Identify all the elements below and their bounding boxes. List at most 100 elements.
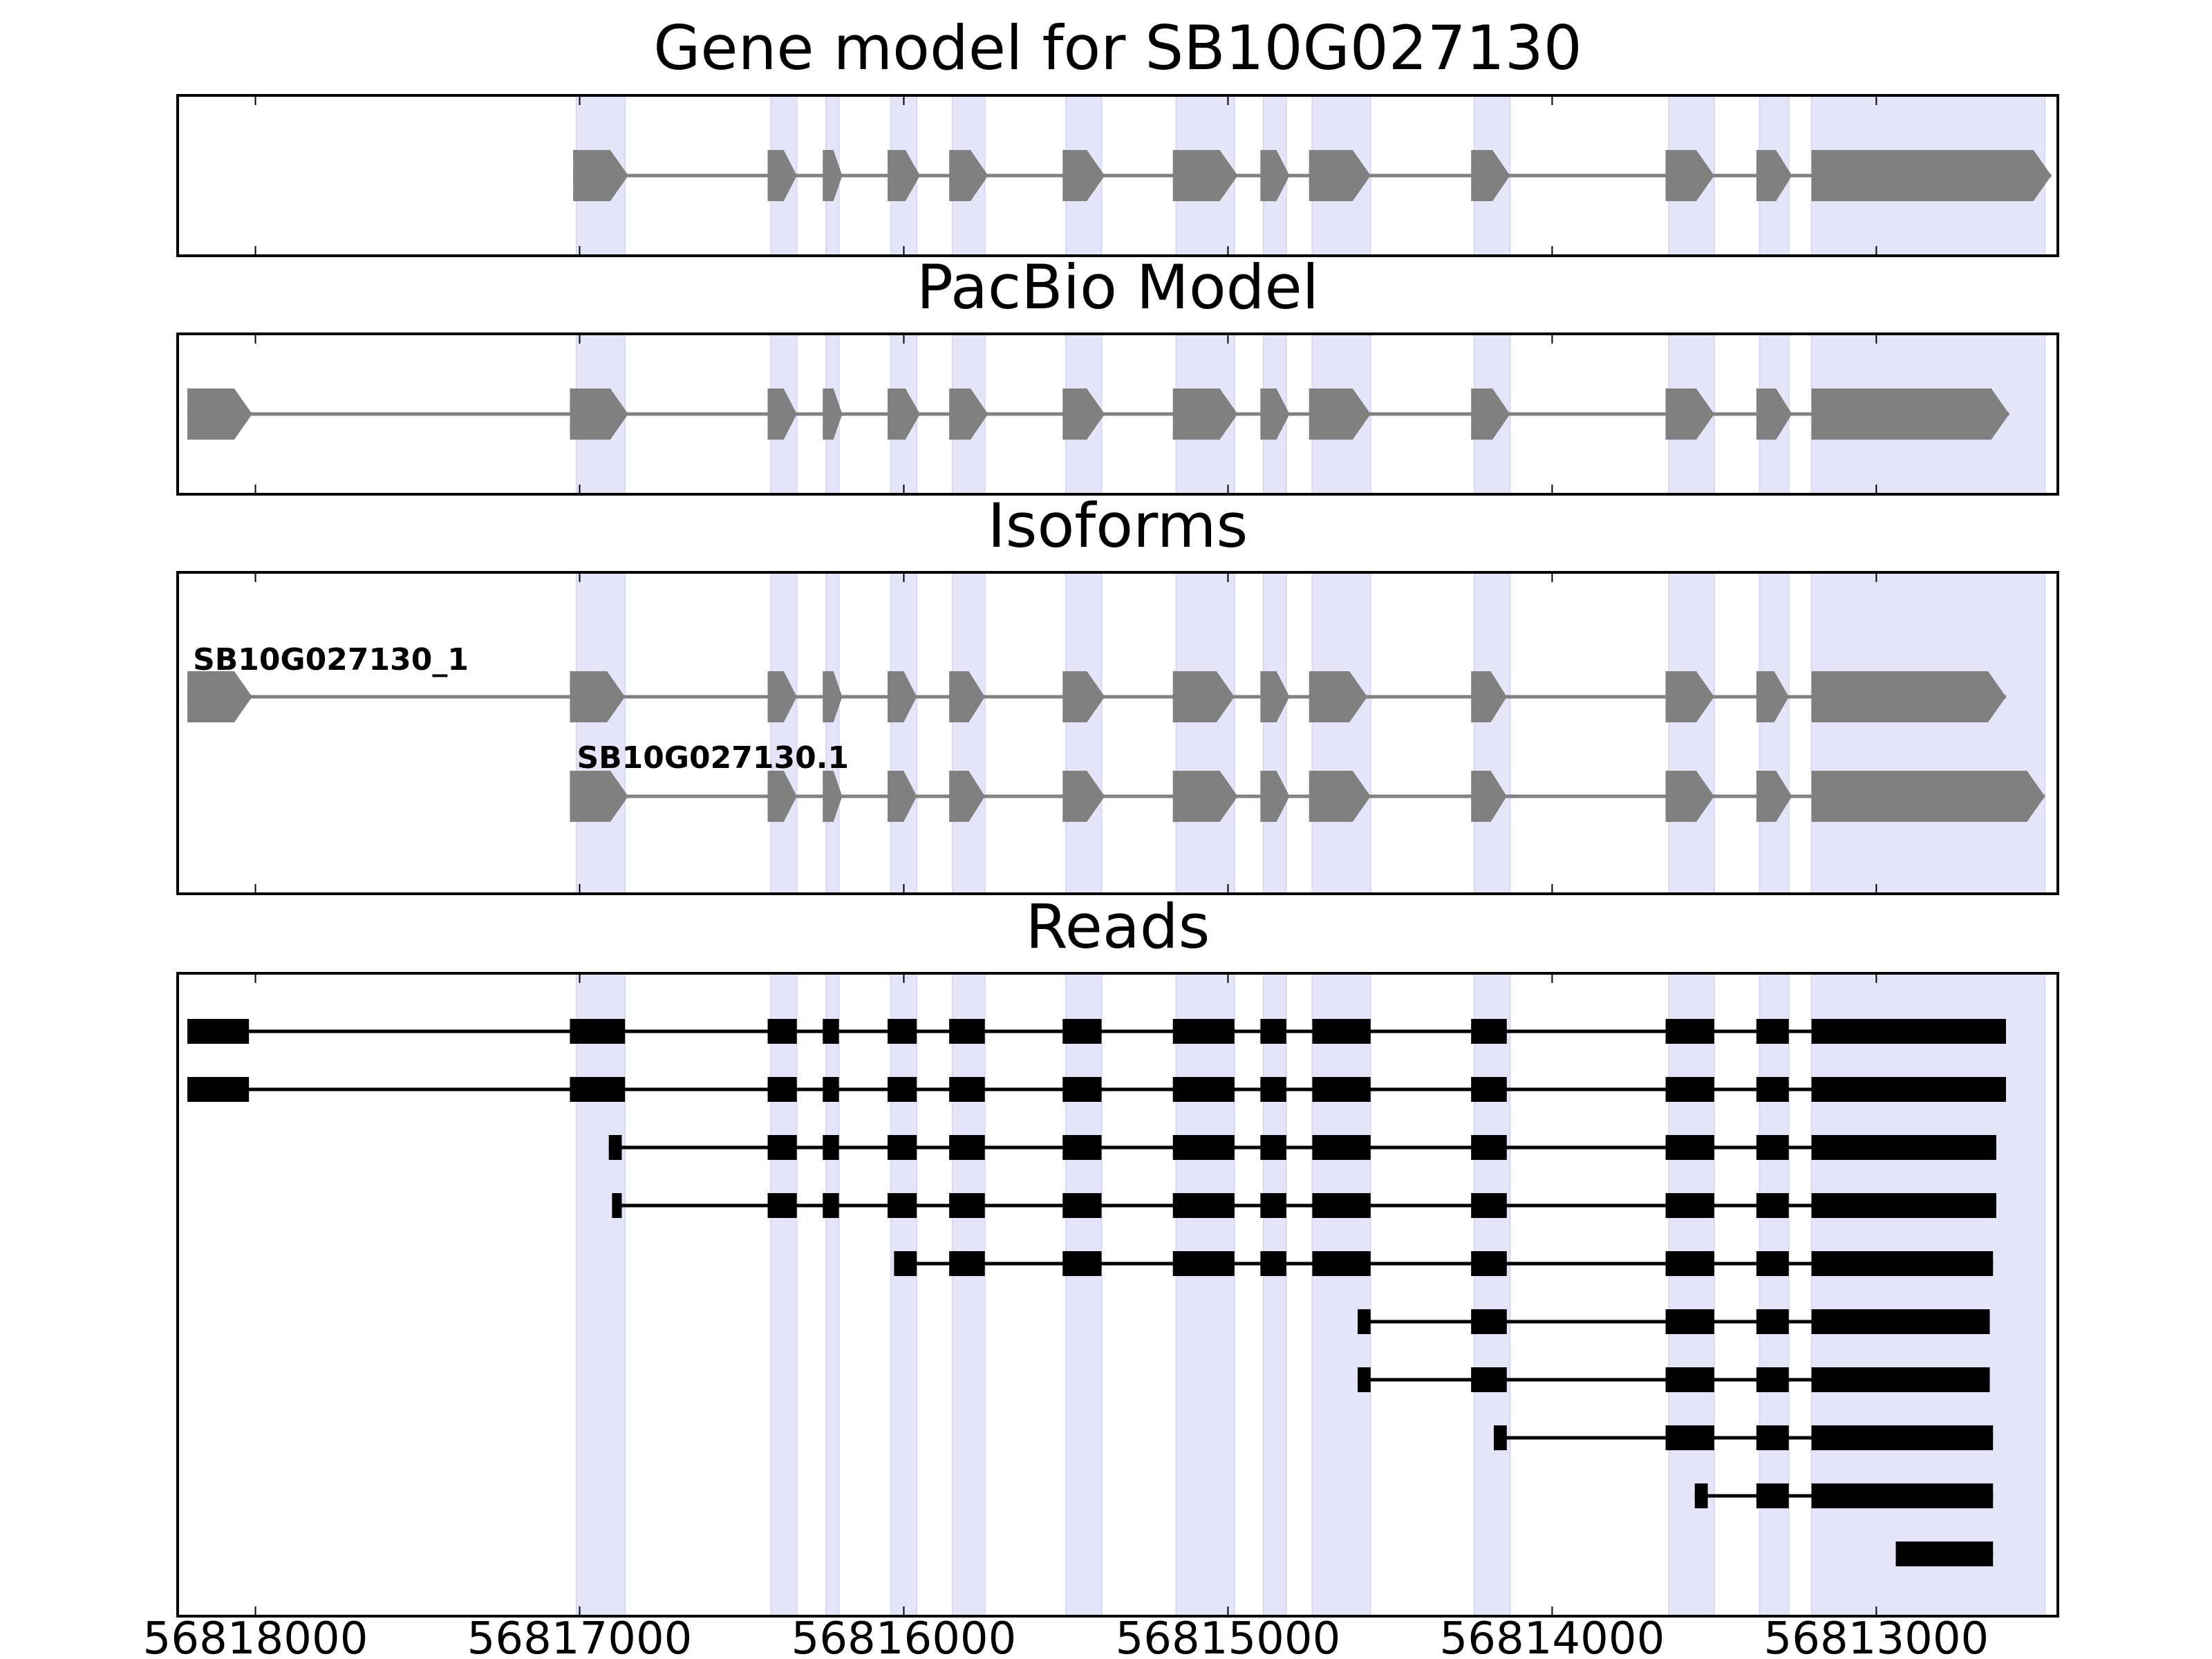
exon-block [1309, 150, 1371, 201]
highlight-band [1810, 572, 2046, 894]
exon-block [888, 771, 917, 822]
exon-block [823, 771, 843, 822]
exon-block [767, 671, 797, 722]
highlight-band [1668, 973, 1715, 1617]
x-tick-label: 56816000 [791, 1613, 1017, 1659]
exon-block [823, 150, 843, 201]
highlight-band [575, 973, 626, 1617]
read-block [949, 1251, 985, 1276]
exon-block [888, 388, 920, 440]
read-block [1811, 1425, 1994, 1450]
read-block [1358, 1367, 1371, 1392]
read-block [1062, 1251, 1102, 1276]
highlight-band [951, 973, 986, 1617]
exon-block [570, 671, 626, 722]
highlight-band [1311, 973, 1371, 1617]
read-block [1312, 1251, 1371, 1276]
highlight-band [1810, 973, 2046, 1617]
exon-block [1260, 150, 1290, 201]
highlight-band [1473, 572, 1511, 894]
exon-block [1062, 771, 1105, 822]
highlight-band [825, 973, 840, 1617]
exon-block [570, 388, 628, 440]
x-tick-label: 56817000 [467, 1613, 693, 1659]
highlight-band [890, 572, 918, 894]
read-block [187, 1019, 250, 1044]
read-block [767, 1019, 797, 1044]
panel-frame [176, 972, 2059, 1618]
highlight-band [1759, 973, 1790, 1617]
exon-block [1665, 771, 1714, 822]
read-track [187, 1019, 2006, 1044]
read-block [1260, 1135, 1286, 1160]
read-block [1062, 1077, 1102, 1102]
read-block [1172, 1077, 1235, 1102]
exon-block [1471, 150, 1510, 201]
read-block [1312, 1077, 1371, 1102]
panel-title: Reads [1026, 891, 1210, 962]
read-block [1358, 1309, 1371, 1334]
isoform-label: SB10G027130.1 [577, 740, 849, 776]
x-tick-label: 56813000 [1764, 1613, 1989, 1659]
exon-block [573, 150, 628, 201]
read-block [949, 1077, 985, 1102]
read-block [949, 1135, 985, 1160]
read-block [1172, 1019, 1235, 1044]
panel-title: Isoforms [988, 490, 1248, 561]
exon-block [949, 671, 985, 722]
read-block [1471, 1251, 1507, 1276]
read-block [1756, 1309, 1789, 1334]
highlight-band [1065, 572, 1103, 894]
exon-block [1260, 388, 1290, 440]
exon-block [1756, 388, 1792, 440]
exon-block [1811, 388, 2009, 440]
read-block [1471, 1077, 1507, 1102]
read-block [823, 1019, 839, 1044]
read-track [1895, 1541, 1994, 1566]
read-block [894, 1251, 917, 1276]
tick-layer [254, 95, 1877, 1616]
highlight-band [1473, 973, 1511, 1617]
read-block [1665, 1019, 1714, 1044]
read-block [1260, 1251, 1286, 1276]
exon-block [1471, 388, 1510, 440]
read-block [1312, 1135, 1371, 1160]
read-block [1494, 1425, 1507, 1450]
text-layer: Gene model for SB10G027130 PacBio Model Is… [143, 12, 1989, 1659]
panel-title: PacBio Model [917, 252, 1319, 323]
read-block [1811, 1251, 1994, 1276]
read-track [894, 1251, 1994, 1276]
read-block [570, 1019, 626, 1044]
read-block [1811, 1135, 1996, 1160]
exon-block [1756, 771, 1792, 822]
highlight-band [770, 572, 798, 894]
read-block [1665, 1367, 1714, 1392]
exon-block [1062, 671, 1105, 722]
x-tick-label: 56814000 [1440, 1613, 1665, 1659]
exon-block [823, 671, 843, 722]
exon-block [949, 771, 985, 822]
read-block [1172, 1193, 1235, 1218]
read-block [570, 1077, 626, 1102]
read-block [1471, 1367, 1507, 1392]
read-block [1665, 1251, 1714, 1276]
read-track [1694, 1483, 1994, 1508]
read-block [1756, 1483, 1789, 1508]
exon-block [570, 771, 628, 822]
read-block [1811, 1483, 1994, 1508]
read-block [612, 1193, 622, 1218]
read-block [1312, 1019, 1371, 1044]
exon-block [1756, 150, 1792, 201]
exon-block [949, 388, 988, 440]
read-block [1471, 1193, 1507, 1218]
exon-block [1172, 388, 1238, 440]
read-track [1494, 1425, 1994, 1450]
exon-block [767, 771, 797, 822]
read-block [1811, 1193, 1996, 1218]
read-block [1756, 1367, 1789, 1392]
highlight-band [1175, 572, 1235, 894]
panel-title: Gene model for SB10G027130 [653, 12, 1582, 84]
read-block [1260, 1193, 1286, 1218]
exon-block [823, 388, 843, 440]
